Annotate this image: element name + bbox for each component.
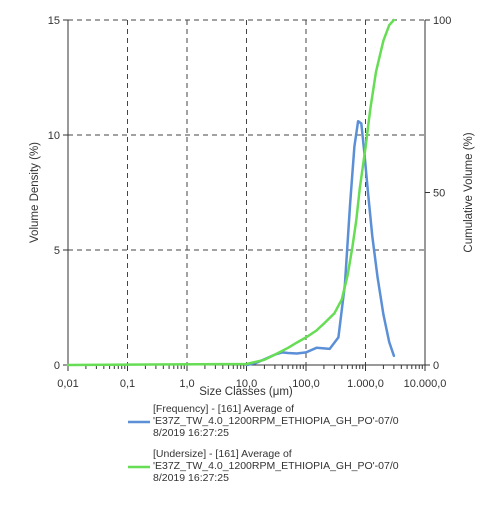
y-right-tick-label: 0 [433,360,439,372]
y-right-tick-label: 100 [433,15,451,27]
legend-label-0: 8/2019 16:27:25 [153,427,229,439]
legend-label-1: [Undersize] - [161] Average of [153,448,292,460]
y-left-tick-label: 5 [54,245,60,257]
y-right-axis-title: Cumulative Volume (%) [463,132,475,252]
legend-label-1: 8/2019 16:27:25 [153,472,229,484]
series-line-1 [68,20,394,365]
y-right-tick-label: 50 [433,188,445,200]
y-left-tick-label: 0 [54,360,60,372]
x-tick-label: 1.000,0 [347,378,384,390]
x-axis-title: Size Classes (μm) [199,386,293,398]
x-tick-label: 100,0 [292,378,320,390]
x-tick-label: 10.000,0 [404,378,447,390]
legend-label-0: 'E37Z_TW_4.0_1200RPM_ETHIOPIA_GH_PO'-07/… [153,415,399,427]
x-tick-label: 0,01 [57,378,78,390]
y-left-tick-label: 10 [48,130,60,142]
legend-label-0: [Frequency] - [161] Average of [153,403,294,415]
legend-label-1: 'E37Z_TW_4.0_1200RPM_ETHIOPIA_GH_PO'-07/… [153,460,399,472]
y-left-axis-title: Volume Density (%) [29,142,41,243]
x-tick-label: 0,1 [120,378,135,390]
x-tick-label: 1,0 [179,378,194,390]
y-left-tick-label: 15 [48,15,60,27]
